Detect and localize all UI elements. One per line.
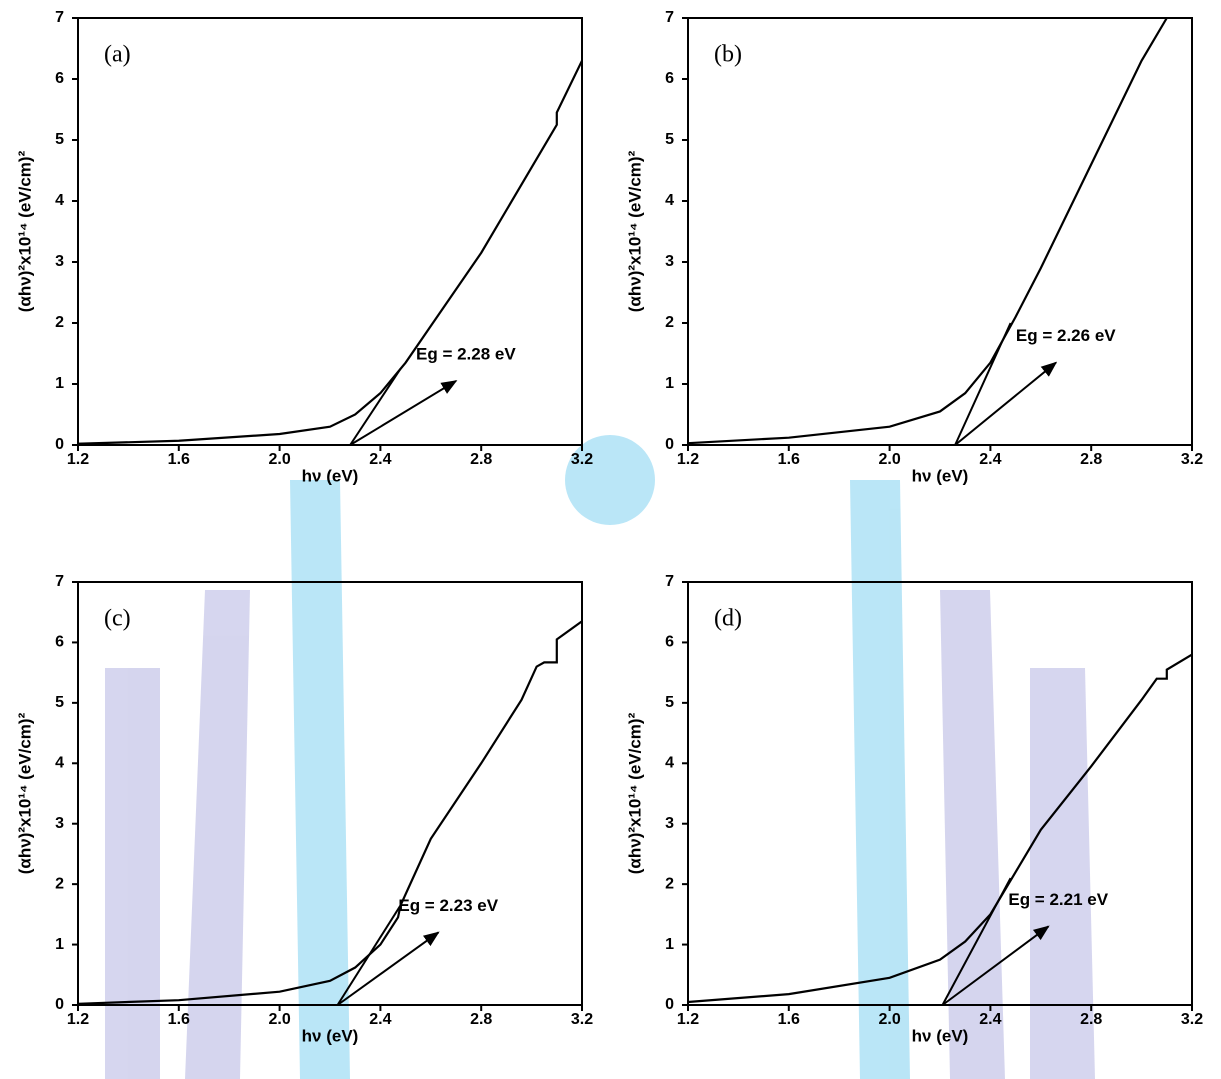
x-tick-label: 1.2 (67, 451, 89, 468)
x-axis-title: hν (eV) (302, 1026, 359, 1045)
x-tick-label: 2.0 (878, 451, 900, 468)
y-tick-label: 0 (665, 436, 674, 453)
plot-frame (687, 17, 1193, 446)
y-tick-label: 3 (55, 815, 64, 832)
y-tick-label: 5 (55, 131, 64, 148)
tangent-line (954, 322, 1012, 446)
y-axis-title: (αhν)²x10¹⁴ (eV/cm)² (15, 712, 34, 874)
x-tick-label: 1.6 (778, 451, 800, 468)
y-tick-label: 4 (55, 192, 64, 209)
y-tick-label: 4 (55, 755, 64, 772)
plot-frame (77, 17, 583, 446)
annotation-arrow (941, 925, 1050, 1006)
x-tick-label: 1.6 (168, 451, 190, 468)
annotation-arrow (349, 380, 458, 446)
x-tick-label: 3.2 (571, 451, 593, 468)
annotation: Eg = 2.26 eV (1016, 326, 1116, 345)
plot-frame (687, 581, 1193, 1006)
annotation: Eg = 2.23 eV (398, 896, 498, 915)
y-tick-label: 4 (665, 192, 674, 209)
y-tick-label: 4 (665, 755, 674, 772)
x-axis-title: hν (eV) (912, 466, 969, 485)
y-tick-label: 6 (55, 70, 64, 87)
annotation-arrow (336, 931, 440, 1006)
x-tick-label: 1.2 (67, 1011, 89, 1028)
y-tick-label: 1 (665, 936, 674, 953)
annotation-arrow (954, 361, 1058, 446)
annotation: Eg = 2.28 eV (416, 344, 516, 363)
y-tick-label: 2 (55, 314, 64, 331)
y-tick-label: 5 (665, 694, 674, 711)
x-tick-label: 2.0 (878, 1011, 900, 1028)
y-tick-label: 0 (55, 436, 64, 453)
x-tick-label: 1.2 (677, 451, 699, 468)
x-tick-label: 2.8 (1080, 451, 1102, 468)
y-tick-label: 0 (55, 996, 64, 1013)
y-tick-label: 3 (55, 253, 64, 270)
y-tick-label: 3 (665, 253, 674, 270)
y-tick-label: 0 (665, 996, 674, 1013)
y-axis-title: (αhν)²x10¹⁴ (eV/cm)² (625, 150, 644, 312)
y-axis-title: (αhν)²x10¹⁴ (eV/cm)² (625, 712, 644, 874)
y-tick-label: 1 (55, 375, 64, 392)
curve (687, 17, 1168, 445)
x-tick-label: 2.0 (268, 451, 290, 468)
watermark (105, 435, 1095, 1079)
curve (77, 620, 583, 1005)
y-tick-label: 1 (55, 936, 64, 953)
y-tick-label: 7 (55, 9, 64, 26)
x-tick-label: 2.4 (979, 451, 1001, 468)
x-tick-label: 2.8 (1080, 1011, 1102, 1028)
curve (687, 653, 1193, 1004)
x-tick-label: 3.2 (1181, 1011, 1203, 1028)
y-tick-label: 1 (665, 375, 674, 392)
y-tick-label: 6 (665, 70, 674, 87)
x-tick-label: 2.8 (470, 1011, 492, 1028)
x-tick-label: 2.4 (979, 1011, 1001, 1028)
y-tick-label: 7 (665, 9, 674, 26)
y-tick-label: 5 (665, 131, 674, 148)
x-axis-title: hν (eV) (302, 466, 359, 485)
x-tick-label: 1.6 (778, 1011, 800, 1028)
tangent-line (349, 368, 402, 446)
x-tick-label: 3.2 (1181, 451, 1203, 468)
x-axis-title: hν (eV) (912, 1026, 969, 1045)
x-tick-label: 2.0 (268, 1011, 290, 1028)
y-tick-label: 7 (55, 573, 64, 590)
tangent-line (336, 904, 402, 1006)
y-tick-label: 2 (665, 314, 674, 331)
tangent-line (941, 877, 1012, 1006)
y-tick-label: 2 (665, 875, 674, 892)
x-tick-label: 3.2 (571, 1011, 593, 1028)
y-tick-label: 6 (55, 634, 64, 651)
x-tick-label: 1.6 (168, 1011, 190, 1028)
x-tick-label: 1.2 (677, 1011, 699, 1028)
y-tick-label: 7 (665, 573, 674, 590)
y-tick-label: 3 (665, 815, 674, 832)
panel-label: (c) (104, 606, 131, 632)
curve (77, 60, 583, 445)
y-axis-title: (αhν)²x10¹⁴ (eV/cm)² (15, 150, 34, 312)
x-tick-label: 2.8 (470, 451, 492, 468)
y-tick-label: 6 (665, 634, 674, 651)
y-tick-label: 5 (55, 694, 64, 711)
plot-frame (77, 581, 583, 1006)
y-tick-label: 2 (55, 875, 64, 892)
panel-label: (d) (714, 606, 742, 632)
x-tick-label: 2.4 (369, 1011, 391, 1028)
panel-label: (a) (104, 42, 131, 68)
panel-label: (b) (714, 42, 742, 68)
x-tick-label: 2.4 (369, 451, 391, 468)
annotation: Eg = 2.21 eV (1008, 890, 1108, 909)
